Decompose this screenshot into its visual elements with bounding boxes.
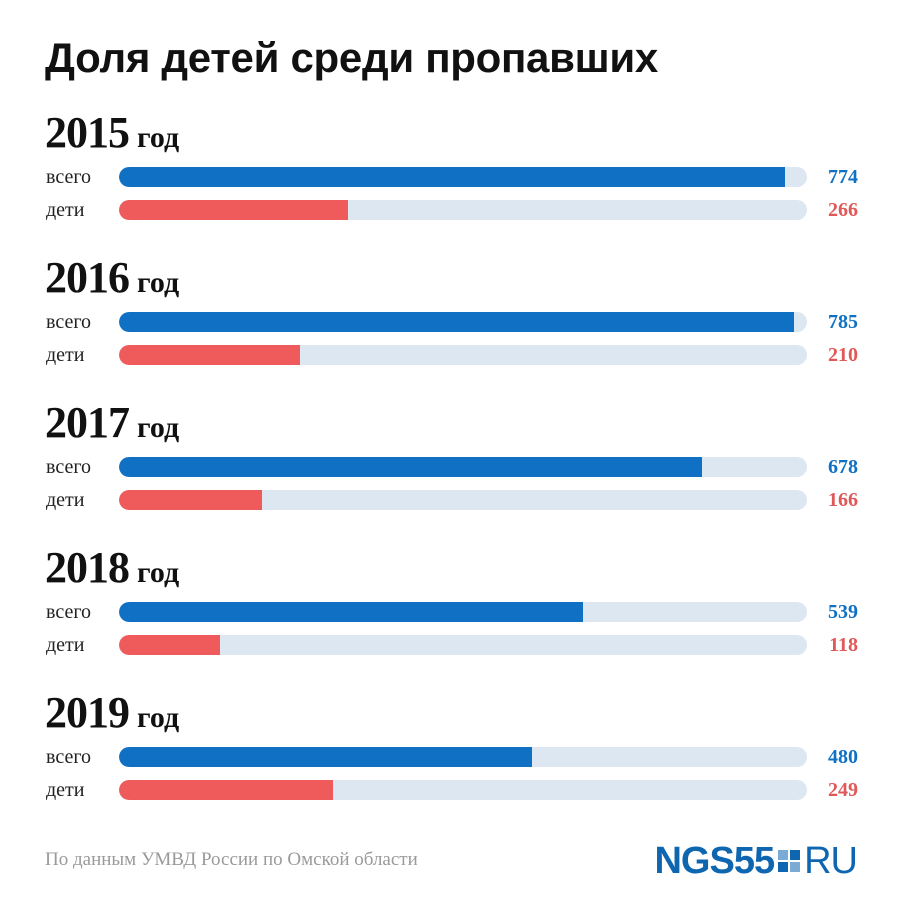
year-group-2019: 2019 год всего 480 дети 249 (0, 688, 901, 828)
bar-row-children: дети 118 (0, 634, 901, 656)
row-label: всего (46, 601, 92, 623)
bar-value-label: 785 (828, 311, 858, 333)
year-number: 2017 (45, 398, 130, 447)
year-heading: 2016 год (45, 253, 179, 303)
bar-track (119, 635, 807, 655)
bar-row-children: дети 266 (0, 199, 901, 221)
bar-value-label: 678 (828, 456, 858, 478)
year-heading: 2015 год (45, 108, 179, 158)
year-number: 2018 (45, 543, 130, 592)
bar-value-label: 266 (828, 199, 858, 221)
year-number: 2015 (45, 108, 130, 157)
year-group-2018: 2018 год всего 539 дети 118 (0, 543, 901, 683)
bar-value-label: 166 (828, 489, 858, 511)
bar-track (119, 345, 807, 365)
bar-row-children: дети 249 (0, 779, 901, 801)
year-group-2017: 2017 год всего 678 дети 166 (0, 398, 901, 538)
year-number: 2019 (45, 688, 130, 737)
bar-value-label: 210 (828, 344, 858, 366)
bar-value-label: 539 (828, 601, 858, 623)
bar-track (119, 780, 807, 800)
year-number: 2016 (45, 253, 130, 302)
bar-track (119, 602, 807, 622)
bar-row-total: всего 678 (0, 456, 901, 478)
bar-fill-children (119, 200, 348, 220)
bar-fill-total (119, 602, 583, 622)
row-label: всего (46, 746, 92, 768)
source-note: По данным УМВД России по Омской области (45, 849, 418, 870)
bar-fill-children (119, 345, 300, 365)
row-label: дети (46, 489, 85, 511)
bar-fill-children (119, 635, 220, 655)
year-suffix: год (137, 556, 180, 589)
bar-track (119, 312, 807, 332)
bar-row-total: всего 539 (0, 601, 901, 623)
bar-fill-total (119, 457, 702, 477)
bar-fill-children (119, 490, 262, 510)
row-label: всего (46, 311, 92, 333)
bar-value-label: 118 (829, 634, 858, 656)
year-suffix: год (137, 121, 180, 154)
row-label: дети (46, 344, 85, 366)
year-heading: 2019 год (45, 688, 179, 738)
row-label: всего (46, 456, 92, 478)
bar-row-children: дети 210 (0, 344, 901, 366)
bar-fill-total (119, 312, 794, 332)
bar-track (119, 200, 807, 220)
bar-fill-total (119, 167, 785, 187)
row-label: дети (46, 779, 85, 801)
bar-track (119, 457, 807, 477)
bar-value-label: 774 (828, 166, 858, 188)
year-suffix: год (137, 701, 180, 734)
bar-row-total: всего 480 (0, 746, 901, 768)
bar-row-total: всего 785 (0, 311, 901, 333)
year-heading: 2017 год (45, 398, 179, 448)
year-suffix: год (137, 266, 180, 299)
bar-fill-total (119, 747, 532, 767)
logo-suffix-text: RU (804, 840, 858, 882)
logo-square-icon (778, 850, 801, 872)
bar-fill-children (119, 780, 333, 800)
year-heading: 2018 год (45, 543, 179, 593)
year-group-2015: 2015 год всего 774 дети 266 (0, 108, 901, 248)
ngs55-logo[interactable]: NGS55 RU (654, 840, 858, 882)
logo-main-text: NGS55 (654, 840, 775, 882)
bar-value-label: 480 (828, 746, 858, 768)
bar-track (119, 167, 807, 187)
bar-track (119, 747, 807, 767)
bar-row-children: дети 166 (0, 489, 901, 511)
row-label: дети (46, 634, 85, 656)
row-label: всего (46, 166, 92, 188)
year-suffix: год (137, 411, 180, 444)
year-group-2016: 2016 год всего 785 дети 210 (0, 253, 901, 393)
bar-value-label: 249 (828, 779, 858, 801)
row-label: дети (46, 199, 85, 221)
chart-title: Доля детей среди пропавших (45, 34, 658, 81)
bar-row-total: всего 774 (0, 166, 901, 188)
bar-track (119, 490, 807, 510)
